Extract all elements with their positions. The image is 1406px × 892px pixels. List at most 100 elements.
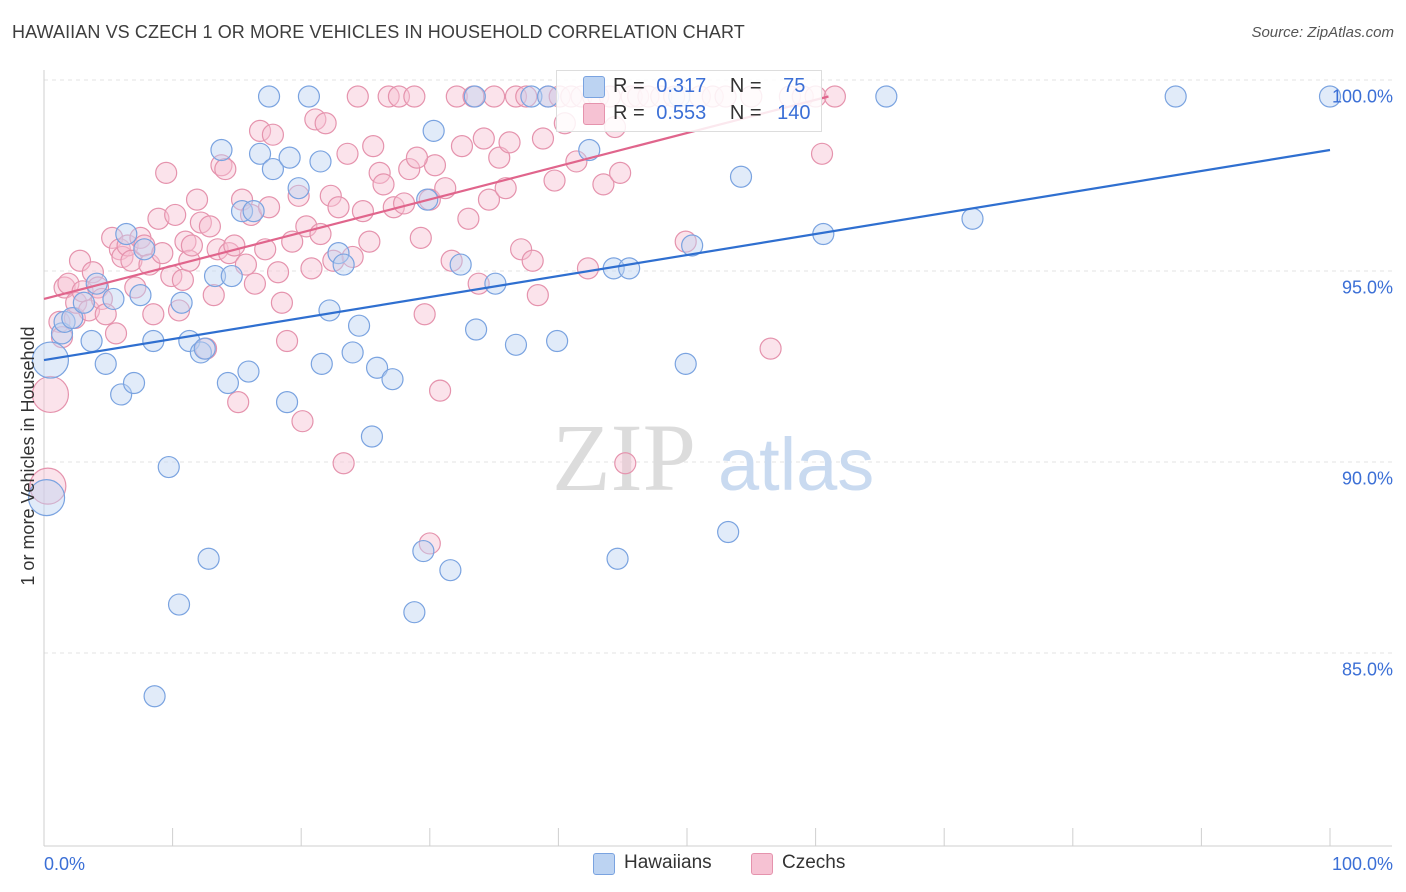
czechs-point bbox=[428, 379, 452, 402]
hawaiians-point bbox=[230, 200, 254, 223]
bottom-legend-czechs: Czechs bbox=[782, 852, 846, 873]
czechs-point bbox=[515, 85, 538, 108]
bottom-legend-swatch-czechs bbox=[751, 853, 773, 875]
legend-r-label: R = bbox=[613, 75, 645, 97]
hawaiians-point bbox=[278, 146, 301, 169]
hawaiians-point bbox=[27, 479, 66, 517]
legend-n-value: 140 bbox=[777, 102, 811, 124]
czechs-point bbox=[543, 169, 566, 192]
hawaiians-point bbox=[729, 165, 753, 188]
czechs-point bbox=[227, 391, 250, 414]
watermark-zip: ZIP bbox=[552, 404, 696, 511]
y-axis-label: 1 or more Vehicles in Household bbox=[18, 326, 38, 585]
czechs-point bbox=[358, 230, 381, 253]
hawaiians-point bbox=[115, 222, 138, 246]
czechs-point bbox=[291, 410, 314, 433]
czechs-point bbox=[327, 196, 350, 219]
hawaiians-point bbox=[504, 333, 528, 356]
legend-row-hawaiians: R = 0.317 N = 75 bbox=[613, 75, 805, 98]
hawaiians-point bbox=[248, 142, 272, 165]
bottom-legend-hawaiians: Hawaiians bbox=[624, 852, 712, 873]
czechs-point bbox=[275, 329, 299, 353]
hawaiians-point bbox=[463, 85, 486, 108]
legend-r-value: 0.317 bbox=[656, 75, 707, 97]
czechs-point bbox=[248, 119, 272, 142]
hawaiians-point bbox=[327, 242, 350, 265]
czechs-point bbox=[314, 112, 337, 135]
bottom-legend-swatch-hawaiians bbox=[593, 853, 615, 875]
hawaiians-point bbox=[257, 85, 281, 108]
czechs-point bbox=[214, 157, 237, 181]
hawaiians-point bbox=[72, 291, 95, 314]
hawaiians-point bbox=[94, 352, 117, 375]
trend-lines bbox=[43, 95, 1331, 362]
x-tick-label-min: 0.0% bbox=[44, 854, 85, 874]
hawaiians-point bbox=[618, 257, 641, 280]
y-tick-label: 100.0% bbox=[1332, 87, 1393, 107]
hawaiians-point bbox=[261, 157, 285, 181]
czechs-point bbox=[372, 173, 395, 196]
hawaiians-point bbox=[122, 371, 146, 395]
hawaiians-point bbox=[287, 177, 310, 200]
hawaiians-point bbox=[318, 299, 341, 322]
hawaiians-point bbox=[484, 272, 507, 295]
hawaiians-point bbox=[875, 85, 898, 108]
czechs-point bbox=[592, 173, 615, 196]
hawaiians-point bbox=[275, 391, 299, 414]
hawaiians-point bbox=[216, 371, 239, 395]
czechs-point bbox=[477, 188, 501, 211]
legend-n-label: N = bbox=[729, 75, 762, 97]
czechs-point bbox=[440, 249, 463, 272]
watermark: ZIP atlas bbox=[552, 404, 874, 511]
hawaiians-point bbox=[110, 383, 133, 406]
czechs-point bbox=[576, 257, 600, 280]
hawaiians-point bbox=[210, 138, 233, 162]
hawaiians-point bbox=[157, 455, 180, 479]
source-label: Source: ZipAtlas.com bbox=[1251, 24, 1394, 41]
czechs-point bbox=[336, 142, 359, 165]
czechs-point bbox=[346, 85, 369, 108]
hawaiians-point bbox=[309, 150, 332, 173]
czechs-point bbox=[387, 85, 411, 108]
czechs-point bbox=[403, 85, 426, 108]
czechs-point bbox=[332, 452, 355, 475]
czechs-point bbox=[674, 230, 697, 253]
czechs-point bbox=[210, 154, 233, 177]
czechs-point bbox=[526, 284, 549, 307]
czechs-point bbox=[266, 261, 290, 284]
hawaiians-point bbox=[412, 539, 435, 563]
czechs-point bbox=[498, 131, 521, 154]
czechs-point bbox=[198, 215, 221, 238]
hawaiians-point bbox=[449, 253, 472, 276]
hawaiians-point bbox=[310, 352, 333, 375]
czechs-point bbox=[457, 207, 480, 230]
czechs-point bbox=[445, 85, 468, 108]
hawaiians-point bbox=[674, 352, 697, 375]
czechs-point bbox=[319, 184, 342, 207]
czechs-point bbox=[142, 303, 165, 326]
czechs-point bbox=[413, 303, 436, 326]
czechs-point bbox=[609, 161, 632, 184]
czechs-point bbox=[488, 146, 511, 169]
hawaiians-trend-line bbox=[43, 148, 1331, 362]
hawaiians-point bbox=[365, 356, 389, 379]
czechs-point bbox=[147, 207, 170, 230]
hawaiians-point bbox=[606, 547, 629, 570]
czechs-point bbox=[57, 272, 80, 295]
hawaiians-point bbox=[203, 264, 227, 288]
czechs-point bbox=[261, 123, 285, 146]
hawaiians-point bbox=[102, 287, 125, 311]
czechs-point bbox=[171, 268, 194, 291]
czechs-point bbox=[29, 467, 67, 505]
czechs-point bbox=[180, 234, 203, 257]
czechs-point bbox=[120, 249, 143, 272]
czechs-point bbox=[151, 242, 174, 265]
czechs-point bbox=[270, 291, 294, 314]
hawaiians-point bbox=[717, 520, 740, 544]
czechs-point bbox=[483, 85, 506, 108]
czechs-point bbox=[810, 142, 834, 165]
hawaiians-point bbox=[167, 593, 191, 616]
czechs-point bbox=[164, 203, 187, 227]
czechs-point bbox=[614, 452, 637, 475]
